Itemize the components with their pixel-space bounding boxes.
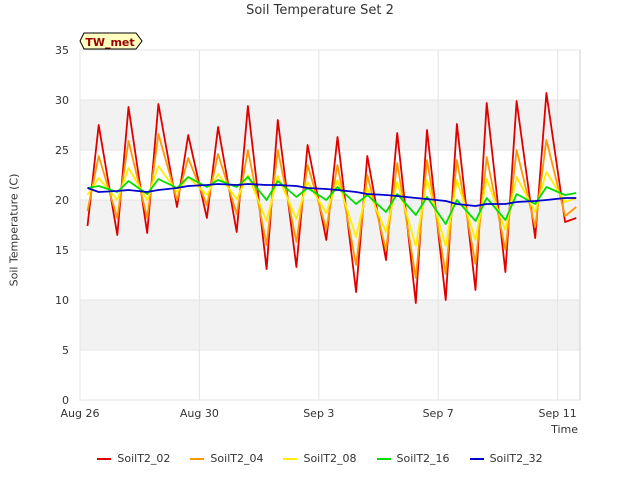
grid-band bbox=[80, 300, 580, 350]
x-axis-label: Time bbox=[551, 423, 578, 436]
grid-band bbox=[80, 100, 580, 150]
y-tick-label: 35 bbox=[55, 44, 69, 57]
y-tick-label: 10 bbox=[55, 294, 69, 307]
y-tick-label: 30 bbox=[55, 94, 69, 107]
y-tick-label: 15 bbox=[55, 244, 69, 257]
series-line-SoilT2_16 bbox=[87, 176, 577, 225]
legend-item: SoilT2_04 bbox=[190, 452, 263, 465]
legend-label: SoilT2_08 bbox=[303, 452, 357, 465]
x-tick-label: Aug 30 bbox=[180, 407, 219, 420]
legend-swatch bbox=[376, 457, 391, 460]
x-tick-label: Sep 3 bbox=[303, 407, 334, 420]
legend-item: SoilT2_32 bbox=[469, 452, 543, 465]
legend-swatch bbox=[97, 457, 112, 460]
legend: SoilT2_02 SoilT2_04 SoilT2_08 SoilT2_16 Soil… bbox=[0, 452, 640, 465]
legend-swatch bbox=[190, 457, 205, 460]
y-axis-label-box: Soil Temperature (C) bbox=[2, 80, 26, 380]
legend-item: SoilT2_08 bbox=[283, 452, 357, 465]
x-tick-label: Sep 7 bbox=[423, 407, 454, 420]
y-tick-label: 20 bbox=[55, 194, 69, 207]
legend-item: SoilT2_16 bbox=[376, 452, 450, 465]
series-line-SoilT2_02 bbox=[86, 92, 577, 304]
chart-title: Soil Temperature Set 2 bbox=[246, 3, 394, 18]
legend-label: SoilT2_16 bbox=[396, 452, 450, 465]
y-tick-label: 25 bbox=[55, 144, 69, 157]
x-tick-label: Aug 26 bbox=[61, 407, 100, 420]
legend-label: SoilT2_32 bbox=[489, 452, 543, 465]
legend-label: SoilT2_04 bbox=[210, 452, 264, 465]
legend-label: SoilT2_02 bbox=[117, 452, 171, 465]
x-tick-label: Sep 11 bbox=[538, 407, 576, 420]
y-axis-label: Soil Temperature (C) bbox=[7, 173, 21, 287]
y-tick-label: 5 bbox=[62, 344, 69, 357]
legend-item: SoilT2_02 bbox=[97, 452, 170, 465]
series-line-SoilT2_32 bbox=[87, 183, 577, 207]
station-tag: TW_met bbox=[79, 32, 143, 50]
y-tick-label: 0 bbox=[62, 394, 69, 407]
legend-swatch bbox=[283, 457, 298, 460]
legend-swatch bbox=[469, 457, 484, 460]
station-tag-label: TW_met bbox=[85, 36, 134, 49]
